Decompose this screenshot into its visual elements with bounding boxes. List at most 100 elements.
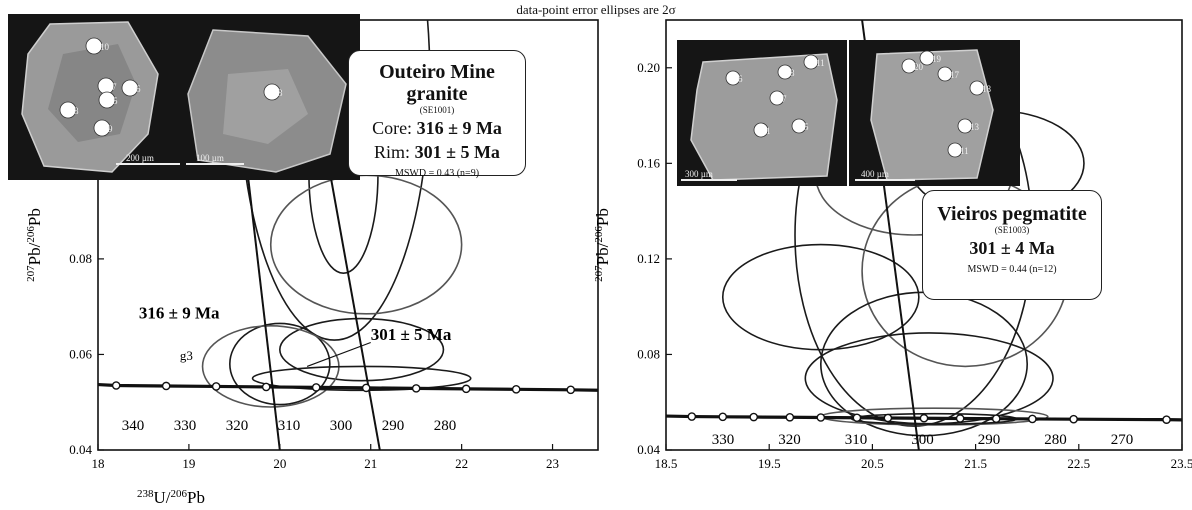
y-axis-sup-2: 206 bbox=[25, 226, 37, 243]
zircon-images-right-svg: 11 6 8 7 1 5 19 20 17 18 13 11 300 µm 400 µm bbox=[681, 40, 994, 186]
spot-label: 11 bbox=[960, 146, 969, 156]
error-ellipse bbox=[721, 243, 920, 351]
zircon-grain-3 bbox=[690, 53, 838, 181]
x-tick-label: 20.5 bbox=[861, 456, 884, 471]
intercept-age: 301 ± 4 Ma bbox=[969, 238, 1055, 258]
core-age: 316 ± 9 Ma bbox=[416, 118, 502, 138]
error-ellipse bbox=[279, 317, 445, 382]
concordia-age-label: 330 bbox=[712, 432, 735, 448]
spot-label: 7 bbox=[112, 82, 117, 92]
concordia-age-marker bbox=[311, 383, 321, 392]
spot-label: 5 bbox=[113, 96, 118, 106]
x-tick-label: 23 bbox=[546, 456, 559, 471]
spot-label: 9 bbox=[108, 124, 113, 134]
spot-label: 17 bbox=[950, 70, 960, 80]
x-tick-label: 18 bbox=[92, 456, 105, 471]
concordia-age-marker bbox=[361, 383, 371, 393]
y-tick-label: 0.16 bbox=[637, 155, 660, 170]
spots-left-grain-1: 10 7 6 8 5 9 bbox=[59, 37, 141, 137]
spot-label: 5 bbox=[804, 122, 809, 132]
y-axis-label: 207Pb/206Pb bbox=[593, 208, 612, 282]
zircon-grain-2-patch bbox=[223, 69, 308, 144]
concordia-curve bbox=[98, 382, 598, 392]
concordia-age-marker bbox=[261, 382, 271, 392]
core-age-line: Core: 316 ± 9 Ma bbox=[349, 116, 525, 140]
x-tick-label: 23.5 bbox=[1171, 456, 1192, 471]
spot-label: 20 bbox=[914, 62, 924, 72]
concordia-age-marker bbox=[785, 412, 795, 422]
error-ellipse bbox=[229, 322, 331, 406]
zircon-grain-4 bbox=[870, 49, 994, 181]
concordia-age-marker bbox=[852, 413, 862, 423]
rim-label: Rim: bbox=[374, 142, 411, 162]
concordia-age-marker bbox=[1069, 414, 1078, 424]
concordia-age-marker bbox=[718, 412, 728, 422]
rim-age: 301 ± 5 Ma bbox=[414, 142, 500, 162]
sample-box-vieiros: Vieiros pegmatite (SE1003) 301 ± 4 Ma MS… bbox=[922, 190, 1102, 300]
spots-right-grain-2: 19 20 17 18 13 11 bbox=[901, 50, 992, 158]
concordia-age-marker bbox=[566, 385, 576, 395]
sample-code: (SE1003) bbox=[994, 225, 1030, 235]
error-ellipse bbox=[251, 365, 472, 392]
analysis-spot bbox=[901, 58, 917, 74]
analysis-spot bbox=[803, 54, 819, 70]
concordia-age-marker bbox=[211, 382, 221, 391]
y-axis-sup-1: 207 bbox=[593, 265, 605, 282]
x-axis-tail: Pb bbox=[187, 488, 205, 507]
x-tick-label: 22 bbox=[455, 456, 468, 471]
annotation-leader bbox=[306, 341, 371, 367]
x-tick-label: 21.5 bbox=[964, 456, 987, 471]
concordia-age-label: 270 bbox=[1111, 432, 1134, 448]
analysis-spot bbox=[769, 90, 785, 106]
concordia-age-marker bbox=[991, 414, 1001, 424]
analysis-spot bbox=[85, 37, 103, 55]
concordia-age-label: 330 bbox=[174, 418, 197, 434]
y-axis-main: Pb/ bbox=[593, 242, 612, 265]
x-tick-label: 20 bbox=[273, 456, 286, 471]
analysis-spot bbox=[777, 64, 793, 80]
concordia-age-marker bbox=[461, 384, 471, 394]
analysis-spot bbox=[59, 101, 77, 119]
analysis-spot bbox=[919, 50, 935, 66]
concordia-age-marker bbox=[1162, 415, 1171, 424]
y-tick-label: 0.06 bbox=[69, 346, 92, 361]
concordia-age-label: 320 bbox=[226, 418, 249, 434]
y-tick-label: 0.04 bbox=[637, 442, 660, 457]
spot-label: 19 bbox=[932, 54, 942, 64]
x-tick-label: 21 bbox=[364, 456, 377, 471]
analysis-spot bbox=[937, 66, 953, 82]
concordia-age-marker bbox=[955, 414, 965, 423]
y-tick-label: 0.20 bbox=[637, 60, 660, 75]
y-axis-sup-1: 207 bbox=[25, 265, 37, 282]
x-axis-sup-2: 206 bbox=[171, 488, 188, 500]
concordia-age-marker bbox=[1028, 414, 1037, 424]
concordia-age-marker bbox=[687, 412, 697, 421]
x-tick-label: 18.5 bbox=[655, 456, 678, 471]
concordia-age-label: 280 bbox=[434, 418, 457, 434]
spot-label: 13 bbox=[970, 122, 980, 132]
concordia-age-label: 320 bbox=[778, 432, 801, 448]
concordia-age-marker bbox=[749, 412, 759, 422]
analysis-spot bbox=[753, 122, 769, 138]
scale-label-2: 100 µm bbox=[196, 153, 224, 163]
spot-label: 8 bbox=[790, 68, 795, 78]
concordia-age-label: 300 bbox=[330, 418, 353, 434]
y-tick-label: 0.04 bbox=[69, 442, 92, 457]
zircon-images-left: 10 7 6 8 5 9 3 200 µm 100 µm bbox=[8, 14, 360, 180]
x-axis-main: U/ bbox=[154, 488, 171, 507]
x-tick-label: 19.5 bbox=[758, 456, 781, 471]
analysis-spot bbox=[263, 83, 281, 101]
scale-label-1: 200 µm bbox=[126, 153, 154, 163]
y-tick-label: 0.08 bbox=[637, 346, 660, 361]
concordia-age-label: 280 bbox=[1044, 432, 1067, 448]
concordia-age-marker bbox=[816, 413, 826, 422]
x-tick-label: 22.5 bbox=[1067, 456, 1090, 471]
analysis-spot bbox=[969, 80, 985, 96]
age-annotation: 316 ± 9 Ma bbox=[139, 304, 220, 323]
scale-label-3: 300 µm bbox=[685, 169, 713, 179]
zircon-images-left-svg: 10 7 6 8 5 9 3 200 µm 100 µm bbox=[21, 21, 347, 173]
concordia-age-marker bbox=[161, 381, 171, 391]
x-tick-label: 19 bbox=[182, 456, 195, 471]
spot-label: 18 bbox=[982, 84, 992, 94]
zircon-images-right: 11 6 8 7 1 5 19 20 17 18 13 11 300 µm 400 µm bbox=[677, 40, 1020, 186]
